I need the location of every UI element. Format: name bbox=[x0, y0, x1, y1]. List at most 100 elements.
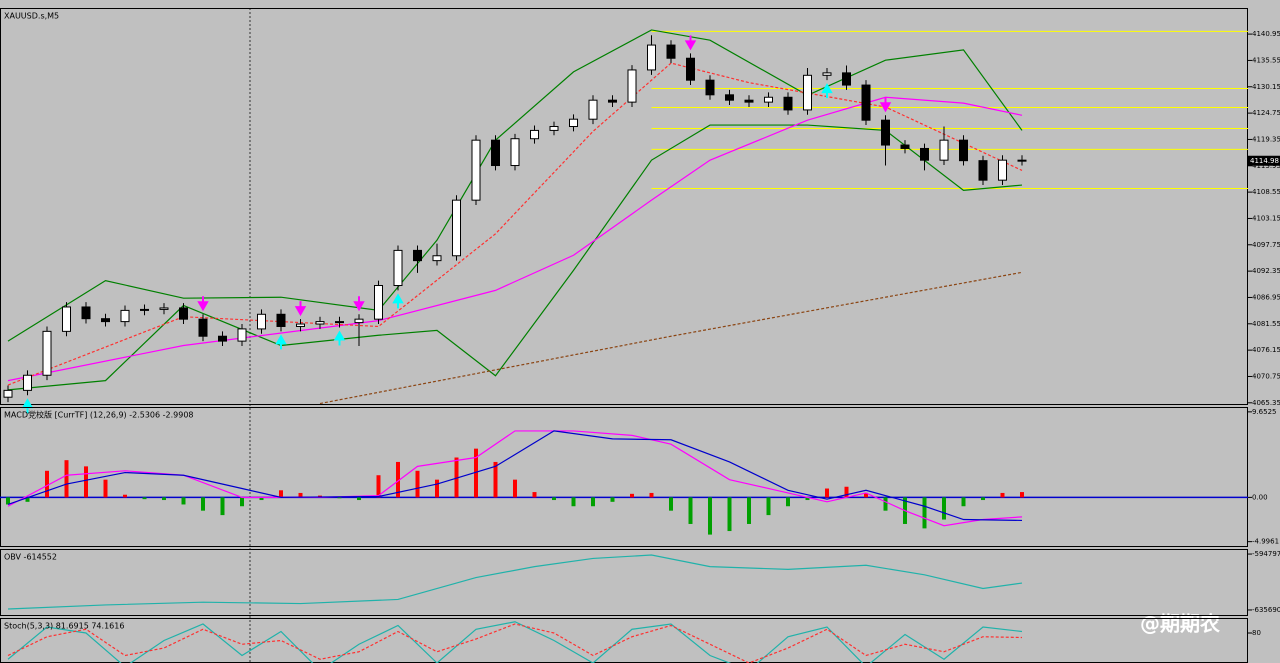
candle-body bbox=[803, 74, 812, 111]
candle-body bbox=[959, 139, 968, 162]
panel-title: XAUUSD.s,M5 bbox=[4, 12, 59, 21]
candle-body bbox=[237, 328, 247, 342]
candle-body bbox=[257, 313, 266, 330]
histogram-bar bbox=[630, 493, 634, 498]
line bbox=[7, 124, 1023, 391]
histogram-bar bbox=[337, 497, 342, 499]
candle-body bbox=[120, 309, 130, 323]
candle-body bbox=[569, 118, 578, 128]
histogram-bar bbox=[376, 475, 381, 498]
line bbox=[7, 430, 1023, 527]
candle-body bbox=[842, 72, 851, 86]
panel-title: MACD党校版 [CurrTF] (12,26,9) -2.5306 -2.99… bbox=[4, 410, 194, 420]
candle-body bbox=[218, 335, 227, 342]
histogram-bar bbox=[1020, 492, 1024, 498]
candle-body bbox=[881, 119, 890, 146]
candle-body bbox=[530, 129, 539, 140]
panel-title: OBV -614552 bbox=[4, 553, 57, 562]
y-tick-label: 4065.35 bbox=[1252, 399, 1280, 407]
line bbox=[7, 29, 1023, 342]
candle-body bbox=[744, 99, 754, 103]
y-tick-label: 4081.55 bbox=[1252, 320, 1280, 328]
line bbox=[7, 623, 1023, 663]
histogram-bar bbox=[6, 497, 10, 505]
candle-body bbox=[939, 139, 949, 161]
line bbox=[7, 430, 1023, 522]
candle-body bbox=[413, 249, 422, 262]
histogram-bar bbox=[532, 492, 537, 498]
y-tick-label: 0.00 bbox=[1252, 493, 1268, 501]
candle-body bbox=[101, 318, 110, 323]
candle-body bbox=[276, 313, 286, 327]
price-tag-label: 4114.98 bbox=[1250, 157, 1279, 165]
candle-body bbox=[179, 307, 188, 320]
panel-frame bbox=[0, 8, 1248, 405]
candle-body bbox=[42, 330, 52, 376]
histogram-bar bbox=[298, 492, 303, 498]
histogram-bar bbox=[162, 497, 166, 501]
y-tick-label: 4113.95 bbox=[1252, 162, 1280, 170]
y-tick-label: -635690 bbox=[1252, 606, 1280, 614]
plot-area bbox=[7, 554, 1023, 610]
histogram-bar bbox=[64, 460, 69, 498]
histogram-bar bbox=[610, 497, 615, 502]
panel-frame bbox=[0, 549, 1248, 616]
y-tick-label: 4135.55 bbox=[1252, 56, 1280, 64]
buy-arrow bbox=[333, 330, 346, 346]
histogram-bar bbox=[942, 497, 946, 520]
candle-body bbox=[822, 72, 832, 76]
sell-arrow bbox=[353, 296, 365, 312]
histogram-bar bbox=[688, 497, 693, 524]
candle-body bbox=[647, 44, 656, 71]
y-tick-label: 4124.75 bbox=[1252, 109, 1280, 117]
histogram-bar bbox=[435, 479, 439, 498]
candle-body bbox=[296, 323, 305, 327]
line bbox=[7, 621, 1023, 663]
candle-body bbox=[354, 318, 364, 324]
histogram-bar bbox=[240, 497, 244, 507]
sell-arrow bbox=[684, 35, 697, 51]
candle-body bbox=[627, 69, 637, 103]
candle-body bbox=[335, 321, 344, 324]
candle-body bbox=[549, 126, 559, 131]
histogram-bar bbox=[844, 486, 849, 498]
candle-body bbox=[608, 99, 617, 103]
y-tick-label: 4092.35 bbox=[1252, 267, 1280, 275]
histogram-bar bbox=[766, 497, 771, 516]
buy-arrow bbox=[275, 334, 287, 350]
panel-frame bbox=[0, 407, 1248, 547]
histogram-bar bbox=[922, 497, 927, 529]
candle-body bbox=[23, 374, 32, 391]
candle-body bbox=[81, 306, 91, 320]
histogram-bar bbox=[649, 492, 654, 498]
histogram-bar bbox=[201, 497, 205, 511]
histogram-bar bbox=[396, 461, 400, 498]
histogram-bar bbox=[142, 497, 147, 500]
candle-body bbox=[920, 147, 929, 161]
y-tick-label: 4119.35 bbox=[1252, 135, 1280, 143]
histogram-bar bbox=[961, 497, 966, 507]
candle-body bbox=[393, 249, 403, 287]
line bbox=[7, 62, 1023, 386]
candle-body bbox=[491, 139, 500, 167]
histogram-bar bbox=[571, 497, 576, 507]
buy-arrow bbox=[821, 83, 833, 99]
histogram-bar bbox=[25, 497, 30, 502]
y-tick-label: 80 bbox=[1252, 629, 1261, 637]
y-tick-label: 4097.75 bbox=[1252, 241, 1280, 249]
candle-body bbox=[159, 307, 169, 310]
y-tick-label: -4.9961 bbox=[1252, 538, 1279, 546]
candle-body bbox=[374, 285, 383, 320]
histogram-bar bbox=[259, 497, 264, 501]
candle-body bbox=[900, 144, 910, 149]
candle-body bbox=[510, 138, 520, 167]
histogram-bar bbox=[84, 466, 88, 498]
histogram-bar bbox=[747, 497, 751, 524]
histogram-bar bbox=[591, 497, 595, 507]
sell-arrow bbox=[294, 301, 307, 317]
histogram-bar bbox=[181, 497, 186, 505]
buy-arrow bbox=[392, 293, 404, 309]
histogram-bar bbox=[220, 497, 225, 516]
